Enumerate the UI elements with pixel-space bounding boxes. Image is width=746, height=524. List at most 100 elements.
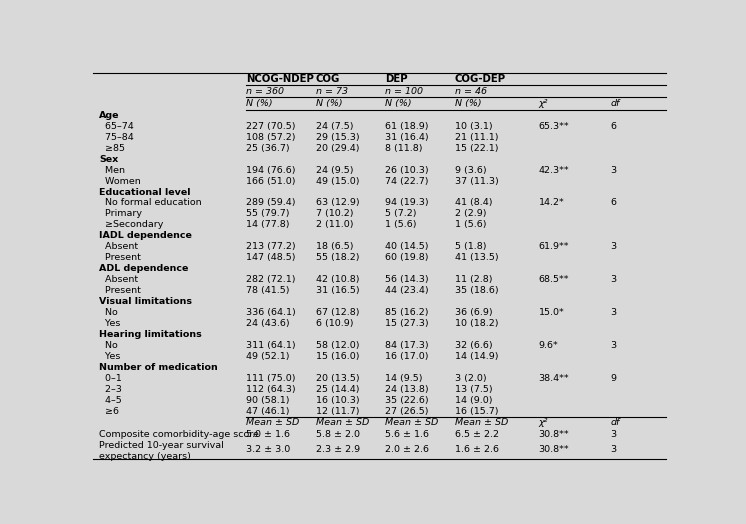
Text: 84 (17.3): 84 (17.3) [385, 341, 429, 350]
Text: Absent: Absent [99, 242, 138, 252]
Text: 61 (18.9): 61 (18.9) [385, 122, 429, 130]
Text: 24 (43.6): 24 (43.6) [246, 319, 290, 328]
Text: 14 (14.9): 14 (14.9) [454, 352, 498, 361]
Text: 289 (59.4): 289 (59.4) [246, 199, 296, 208]
Text: Men: Men [99, 166, 125, 174]
Text: 15.0*: 15.0* [539, 308, 564, 317]
Text: 147 (48.5): 147 (48.5) [246, 253, 296, 263]
Text: 9.6*: 9.6* [539, 341, 558, 350]
Text: DEP: DEP [385, 74, 408, 84]
Text: 16 (15.7): 16 (15.7) [454, 407, 498, 416]
Text: Mean ± SD: Mean ± SD [246, 418, 300, 427]
Text: 1 (5.6): 1 (5.6) [385, 221, 417, 230]
Text: 2–3: 2–3 [99, 385, 122, 394]
Text: n = 46: n = 46 [454, 87, 486, 96]
Text: Mean ± SD: Mean ± SD [316, 418, 369, 427]
Text: Absent: Absent [99, 275, 138, 284]
Text: 227 (70.5): 227 (70.5) [246, 122, 296, 130]
Text: 68.5**: 68.5** [539, 275, 569, 284]
Text: 25 (14.4): 25 (14.4) [316, 385, 360, 394]
Text: 56 (14.3): 56 (14.3) [385, 275, 429, 284]
Text: 35 (18.6): 35 (18.6) [454, 286, 498, 295]
Text: df: df [611, 418, 620, 427]
Text: 112 (64.3): 112 (64.3) [246, 385, 296, 394]
Text: Primary: Primary [99, 210, 142, 219]
Text: 14 (77.8): 14 (77.8) [246, 221, 290, 230]
Text: COG-DEP: COG-DEP [454, 74, 506, 84]
Text: ≥Secondary: ≥Secondary [99, 221, 163, 230]
Text: 15 (22.1): 15 (22.1) [454, 144, 498, 152]
Text: 55 (18.2): 55 (18.2) [316, 253, 360, 263]
Text: 65.3**: 65.3** [539, 122, 569, 130]
Text: 6: 6 [611, 199, 617, 208]
Text: 74 (22.7): 74 (22.7) [385, 177, 429, 185]
Text: 3: 3 [611, 308, 617, 317]
Text: 336 (64.1): 336 (64.1) [246, 308, 296, 317]
Text: 49 (52.1): 49 (52.1) [246, 352, 290, 361]
Text: 3: 3 [611, 166, 617, 174]
Text: Educational level: Educational level [99, 188, 190, 196]
Text: 24 (7.5): 24 (7.5) [316, 122, 354, 130]
Text: 166 (51.0): 166 (51.0) [246, 177, 296, 185]
Text: ADL dependence: ADL dependence [99, 264, 189, 274]
Text: 194 (76.6): 194 (76.6) [246, 166, 296, 174]
Text: Number of medication: Number of medication [99, 363, 218, 372]
Text: 16 (17.0): 16 (17.0) [385, 352, 429, 361]
Text: 49 (15.0): 49 (15.0) [316, 177, 360, 185]
Text: χ²: χ² [539, 418, 548, 427]
Text: Present: Present [99, 286, 141, 295]
Text: ≥6: ≥6 [99, 407, 119, 416]
Text: 40 (14.5): 40 (14.5) [385, 242, 429, 252]
Text: 31 (16.4): 31 (16.4) [385, 133, 429, 141]
Text: n = 73: n = 73 [316, 87, 348, 96]
Text: NCOG-NDEP: NCOG-NDEP [246, 74, 314, 84]
Text: 3: 3 [611, 275, 617, 284]
Text: No: No [99, 308, 118, 317]
Text: 5 (1.8): 5 (1.8) [454, 242, 486, 252]
Text: 78 (41.5): 78 (41.5) [246, 286, 290, 295]
Text: 108 (57.2): 108 (57.2) [246, 133, 296, 141]
Text: 41 (8.4): 41 (8.4) [454, 199, 492, 208]
Text: 12 (11.7): 12 (11.7) [316, 407, 360, 416]
Text: 8 (11.8): 8 (11.8) [385, 144, 423, 152]
Text: 6 (10.9): 6 (10.9) [316, 319, 354, 328]
Text: No: No [99, 341, 118, 350]
Text: 2 (11.0): 2 (11.0) [316, 221, 354, 230]
Text: N (%): N (%) [385, 99, 412, 108]
Text: 282 (72.1): 282 (72.1) [246, 275, 296, 284]
Text: 9: 9 [611, 374, 617, 383]
Text: 36 (6.9): 36 (6.9) [454, 308, 492, 317]
Text: 16 (10.3): 16 (10.3) [316, 396, 360, 405]
Text: 3.2 ± 3.0: 3.2 ± 3.0 [246, 445, 291, 454]
Text: ≥85: ≥85 [99, 144, 125, 152]
Text: Mean ± SD: Mean ± SD [385, 418, 439, 427]
Text: 3: 3 [611, 341, 617, 350]
Text: Sex: Sex [99, 155, 119, 163]
Text: df: df [611, 99, 620, 108]
Text: 1.6 ± 2.6: 1.6 ± 2.6 [454, 445, 498, 454]
Text: 75–84: 75–84 [99, 133, 134, 141]
Text: 37 (11.3): 37 (11.3) [454, 177, 498, 185]
Text: Hearing limitations: Hearing limitations [99, 330, 201, 339]
Text: 10 (3.1): 10 (3.1) [454, 122, 492, 130]
Text: 10 (18.2): 10 (18.2) [454, 319, 498, 328]
Text: 3: 3 [611, 445, 617, 454]
Text: Age: Age [99, 111, 119, 120]
Text: 1 (5.6): 1 (5.6) [454, 221, 486, 230]
Text: 21 (11.1): 21 (11.1) [454, 133, 498, 141]
Text: 42 (10.8): 42 (10.8) [316, 275, 360, 284]
Text: 13 (7.5): 13 (7.5) [454, 385, 492, 394]
Text: N (%): N (%) [316, 99, 342, 108]
Text: 11 (2.8): 11 (2.8) [454, 275, 492, 284]
Text: N (%): N (%) [454, 99, 481, 108]
Text: 60 (19.8): 60 (19.8) [385, 253, 429, 263]
Text: 111 (75.0): 111 (75.0) [246, 374, 296, 383]
Text: 7 (10.2): 7 (10.2) [316, 210, 354, 219]
Text: 6: 6 [611, 122, 617, 130]
Text: 20 (29.4): 20 (29.4) [316, 144, 360, 152]
Text: No formal education: No formal education [99, 199, 201, 208]
Text: 24 (13.8): 24 (13.8) [385, 385, 429, 394]
Text: χ²: χ² [539, 99, 548, 108]
Text: Present: Present [99, 253, 141, 263]
Text: 3: 3 [611, 242, 617, 252]
